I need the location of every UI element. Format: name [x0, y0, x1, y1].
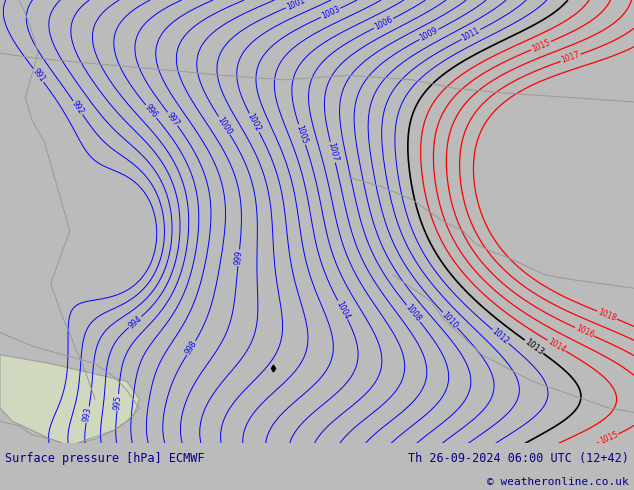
Text: 1014: 1014 [546, 337, 567, 354]
Text: 995: 995 [113, 394, 123, 410]
Text: 991: 991 [30, 67, 47, 84]
Text: 1015: 1015 [531, 38, 552, 53]
Text: 997: 997 [165, 110, 181, 127]
Text: 1009: 1009 [418, 26, 440, 43]
Text: Surface pressure [hPa] ECMWF: Surface pressure [hPa] ECMWF [5, 452, 205, 465]
Text: 1005: 1005 [295, 124, 309, 145]
Text: 1008: 1008 [404, 303, 423, 324]
Text: 1000: 1000 [216, 115, 233, 136]
Text: © weatheronline.co.uk: © weatheronline.co.uk [487, 477, 629, 487]
Text: 998: 998 [184, 340, 199, 356]
Text: 1017: 1017 [560, 50, 581, 65]
Text: 1006: 1006 [373, 15, 394, 32]
Text: 996: 996 [143, 103, 159, 120]
Text: 1007: 1007 [326, 142, 339, 163]
Text: 1011: 1011 [460, 26, 482, 43]
Text: 1002: 1002 [246, 112, 262, 133]
Text: 999: 999 [233, 250, 244, 266]
Polygon shape [0, 355, 139, 443]
Text: 1018: 1018 [597, 307, 618, 323]
Text: 1010: 1010 [440, 310, 460, 330]
Text: Th 26-09-2024 06:00 UTC (12+42): Th 26-09-2024 06:00 UTC (12+42) [408, 452, 629, 465]
Text: 993: 993 [82, 407, 93, 422]
Text: 992: 992 [70, 99, 86, 116]
Text: 1003: 1003 [320, 4, 341, 21]
Text: 1016: 1016 [574, 324, 595, 340]
Text: 994: 994 [127, 314, 143, 330]
Text: 1004: 1004 [334, 299, 351, 321]
Text: 1013: 1013 [523, 337, 545, 357]
Text: 1001: 1001 [285, 0, 306, 12]
Text: 1015: 1015 [598, 430, 619, 446]
Text: 1012: 1012 [490, 327, 511, 346]
